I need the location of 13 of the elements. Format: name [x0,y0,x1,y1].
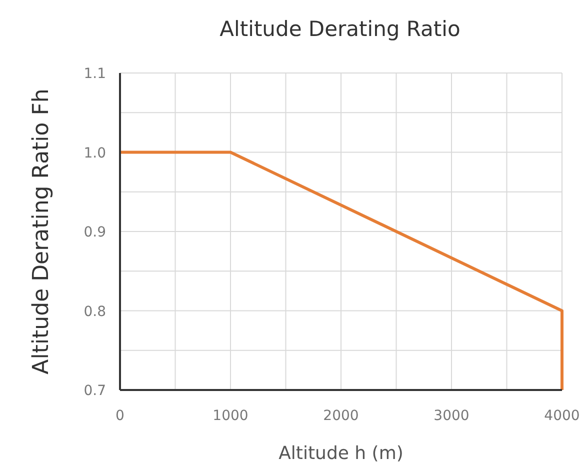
x-tick-label: 3000 [434,408,470,424]
x-axis-title: Altitude h (m) [278,443,404,464]
x-tick-label: 1000 [212,408,248,424]
x-tick-label: 2000 [323,408,359,424]
y-tick-label: 1.1 [84,66,106,82]
y-tick-label: 0.8 [84,304,106,320]
y-tick-label: 0.7 [84,383,106,399]
x-tick-label: 0 [116,408,124,424]
y-tick-label: 1.0 [84,145,106,162]
x-tick-label: 4000 [544,408,580,424]
chart-title: Altitude Derating Ratio [220,17,460,41]
y-tick-label: 0.9 [84,224,106,240]
y-axis-title: Altitude Derating Ratio Fh [29,88,54,374]
